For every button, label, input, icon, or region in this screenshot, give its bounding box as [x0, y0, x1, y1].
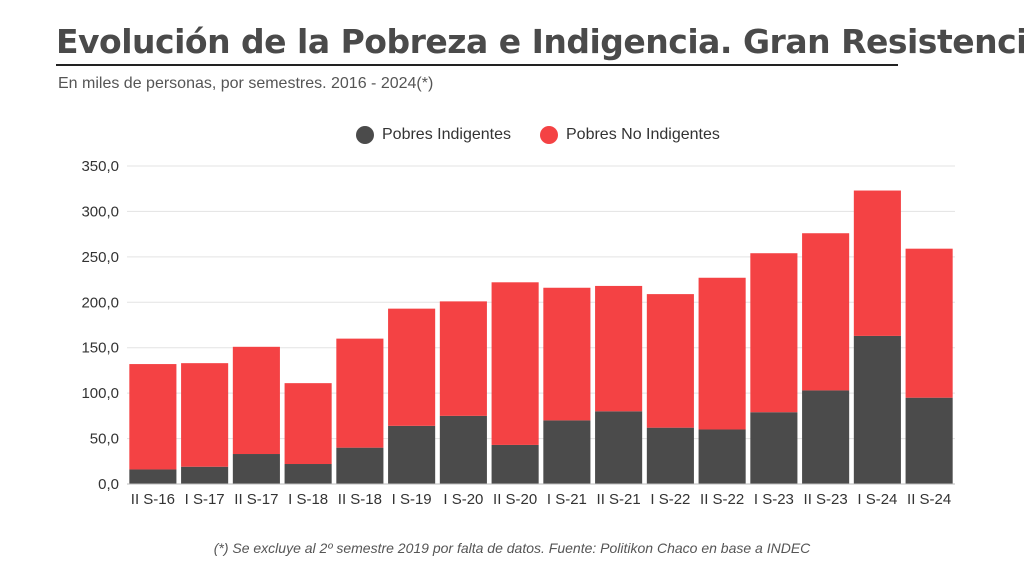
- y-tick-label: 150,0: [81, 340, 119, 357]
- bar-segment-no-indigentes: [491, 282, 539, 445]
- y-tick-label: 200,0: [81, 294, 119, 311]
- bar-segment-indigentes: [646, 427, 694, 484]
- y-tick-label: 350,0: [81, 158, 119, 175]
- stacked-bar-chart: 0,0 50,0 100,0 150,0 200,0 250,0 300,0 350,0 II …: [81, 158, 955, 508]
- bar-segment-indigentes: [181, 466, 229, 484]
- bar-segment-no-indigentes: [802, 233, 850, 391]
- y-tick-label: 100,0: [81, 385, 119, 402]
- bar-segment-no-indigentes: [232, 346, 280, 455]
- x-tick-label: I S-18: [288, 491, 328, 508]
- x-tick-label: II S-17: [234, 491, 278, 508]
- bar-segment-no-indigentes: [129, 364, 177, 470]
- y-tick-label: 250,0: [81, 249, 119, 266]
- footnote: (*) Se excluye al 2º semestre 2019 por f…: [213, 540, 811, 556]
- x-tick-label: II S-21: [597, 491, 641, 508]
- x-tick-label: II S-20: [493, 491, 537, 508]
- bar-segment-indigentes: [595, 411, 643, 484]
- bar-segment-indigentes: [491, 444, 539, 484]
- legend-swatch-indigentes: [356, 126, 374, 144]
- bar-segment-indigentes: [284, 464, 332, 484]
- bar-segment-indigentes: [232, 454, 280, 484]
- x-tick-label: II S-18: [338, 491, 382, 508]
- y-tick-label: 50,0: [90, 431, 119, 448]
- chart-subtitle: En miles de personas, por semestres. 201…: [58, 75, 434, 92]
- chart-legend: Pobres Indigentes Pobres No Indigentes: [0, 126, 1024, 150]
- title-underline: [56, 64, 898, 66]
- bar-segment-indigentes: [129, 469, 177, 484]
- bar-segment-no-indigentes: [595, 285, 643, 412]
- x-tick-label: II S-16: [131, 491, 175, 508]
- bar-segment-indigentes: [543, 420, 591, 484]
- bar-segment-no-indigentes: [698, 277, 746, 430]
- bar-segment-no-indigentes: [388, 308, 436, 426]
- bar-segment-indigentes: [388, 425, 436, 484]
- bar-segment-indigentes: [750, 412, 798, 484]
- x-tick-label: I S-19: [392, 491, 432, 508]
- x-tick-label: I S-17: [185, 491, 225, 508]
- x-tick-label: II S-22: [700, 491, 744, 508]
- x-tick-label: I S-21: [547, 491, 587, 508]
- x-tick-label: II S-23: [804, 491, 848, 508]
- bar-segment-no-indigentes: [853, 190, 901, 336]
- bar-segment-no-indigentes: [336, 338, 384, 448]
- bar-segment-indigentes: [698, 429, 746, 484]
- legend-item-no-indigentes: Pobres No Indigentes: [540, 126, 720, 144]
- x-tick-label: I S-20: [443, 491, 483, 508]
- bar-segment-no-indigentes: [439, 301, 487, 416]
- bar-segment-no-indigentes: [905, 248, 953, 398]
- chart-title: Evolución de la Pobreza e Indigencia. Gr…: [56, 22, 1024, 61]
- bar-segment-indigentes: [439, 415, 487, 484]
- bar-segment-indigentes: [905, 397, 953, 484]
- legend-label-no-indigentes: Pobres No Indigentes: [566, 126, 720, 143]
- bar-segment-no-indigentes: [543, 287, 591, 421]
- bar-segment-no-indigentes: [181, 363, 229, 467]
- x-tick-label: I S-23: [754, 491, 794, 508]
- y-tick-label: 0,0: [98, 476, 119, 493]
- bar-segment-no-indigentes: [646, 294, 694, 428]
- bar-segment-no-indigentes: [750, 253, 798, 413]
- bar-segment-no-indigentes: [284, 383, 332, 465]
- legend-label-indigentes: Pobres Indigentes: [382, 126, 511, 143]
- bar-segment-indigentes: [802, 390, 850, 484]
- bar-segment-indigentes: [853, 335, 901, 484]
- legend-item-indigentes: Pobres Indigentes: [356, 126, 511, 144]
- y-tick-label: 300,0: [81, 203, 119, 220]
- x-tick-label: I S-24: [857, 491, 897, 508]
- x-tick-label: II S-24: [907, 491, 951, 508]
- x-tick-label: I S-22: [650, 491, 690, 508]
- legend-swatch-no-indigentes: [540, 126, 558, 144]
- bar-segment-indigentes: [336, 447, 384, 484]
